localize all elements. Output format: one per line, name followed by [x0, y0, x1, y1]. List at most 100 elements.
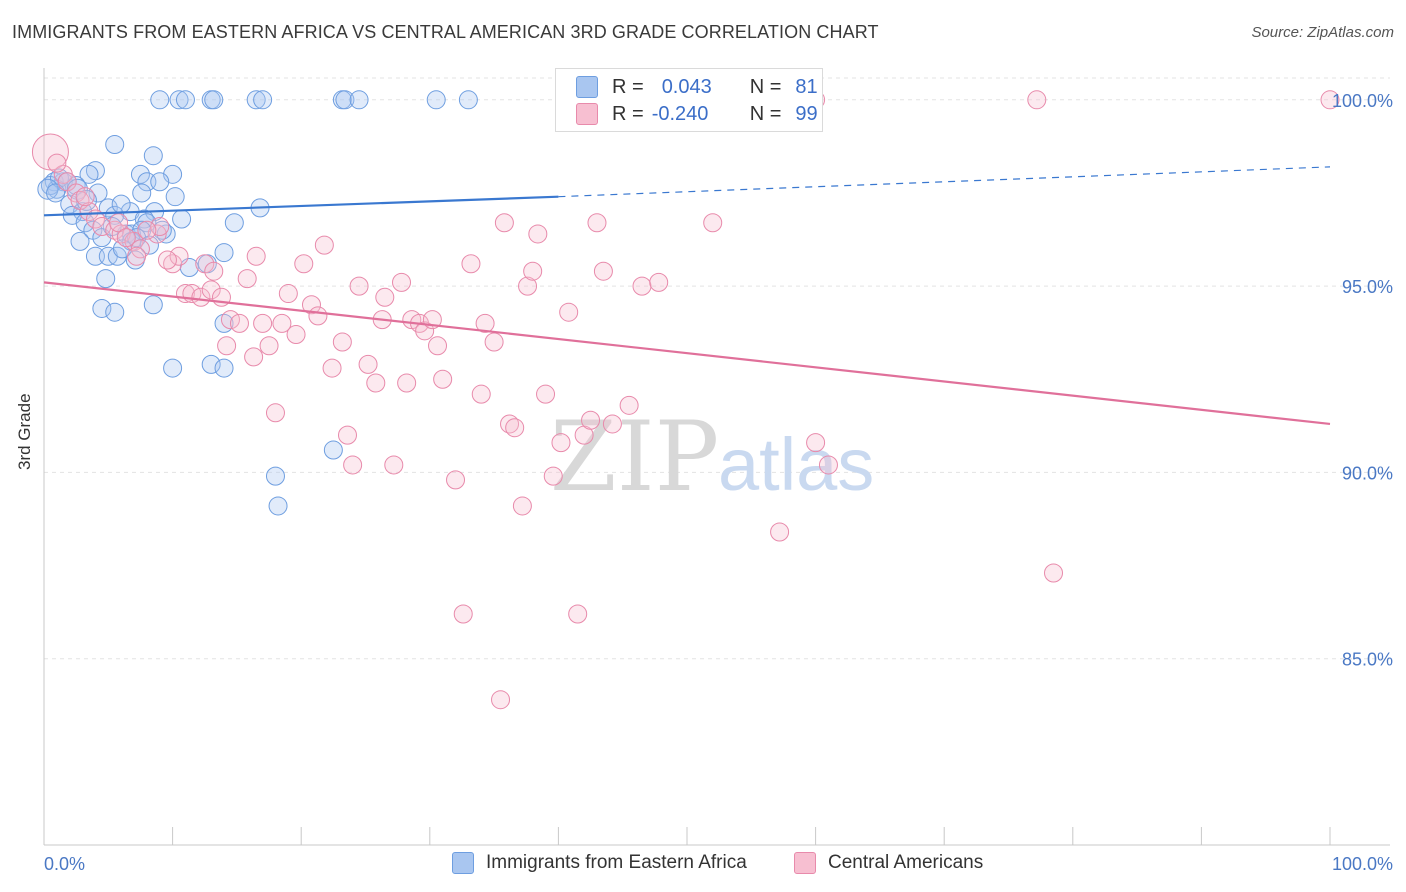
point-central-americans — [581, 410, 601, 430]
point-eastern-africa — [335, 90, 355, 110]
point-eastern-africa — [88, 183, 108, 203]
point-central-americans — [428, 336, 448, 356]
point-central-americans — [116, 228, 136, 248]
stats-legend: R = 0.043 N = 81 R = -0.240 N = 99 — [555, 68, 823, 132]
point-central-americans — [559, 302, 579, 322]
point-eastern-africa — [134, 209, 154, 229]
point-eastern-africa — [105, 302, 125, 322]
point-central-americans — [392, 272, 412, 292]
point-central-americans — [536, 384, 556, 404]
point-central-americans — [505, 418, 525, 438]
point-central-americans — [127, 246, 147, 266]
y-tick-label: 85.0% — [1342, 650, 1393, 670]
point-central-americans — [587, 213, 607, 233]
legend-r-label: R = — [612, 102, 644, 125]
point-eastern-africa — [130, 164, 150, 184]
point-central-americans — [494, 213, 514, 233]
point-central-americans — [446, 470, 466, 490]
point-central-americans — [1320, 90, 1340, 110]
watermark: ZIP atlas — [550, 401, 874, 513]
point-eastern-africa — [175, 90, 195, 110]
legend-r-value: -0.240 — [651, 102, 709, 125]
point-eastern-africa — [426, 90, 446, 110]
point-central-americans — [201, 280, 221, 300]
point-central-americans — [703, 213, 723, 233]
point-central-americans — [461, 254, 481, 274]
point-central-americans — [265, 403, 285, 423]
legend-r-label: R = — [612, 75, 644, 98]
point-central-americans — [523, 261, 543, 281]
point-eastern-africa — [79, 164, 99, 184]
point-central-americans — [593, 261, 613, 281]
bottom-legend-label: Immigrants from Eastern Africa — [486, 852, 747, 873]
point-central-americans — [286, 325, 306, 345]
point-central-americans — [602, 414, 622, 434]
watermark-atlas: atlas — [718, 423, 874, 506]
point-central-americans — [491, 690, 511, 710]
point-central-americans — [253, 313, 273, 333]
point-central-americans — [204, 261, 224, 281]
point-central-americans — [433, 369, 453, 389]
point-central-americans — [500, 414, 520, 434]
bottom-legend-label: Central Americans — [828, 852, 984, 873]
data-points — [31, 90, 1340, 710]
x-tick-label-right: 100.0% — [1332, 854, 1393, 874]
point-central-americans — [259, 336, 279, 356]
point-central-americans — [237, 269, 257, 289]
point-central-americans — [169, 246, 189, 266]
point-central-americans — [806, 433, 826, 453]
point-eastern-africa — [111, 194, 131, 214]
point-eastern-africa — [152, 220, 172, 240]
point-central-americans — [397, 373, 417, 393]
point-eastern-africa — [70, 231, 90, 251]
point-central-americans — [543, 466, 563, 486]
point-eastern-africa — [323, 440, 343, 460]
point-central-americans — [157, 250, 177, 270]
point-central-americans — [244, 347, 264, 367]
point-central-americans — [471, 384, 491, 404]
point-central-americans — [217, 336, 237, 356]
point-eastern-africa — [253, 90, 273, 110]
point-central-americans — [518, 276, 538, 296]
point-eastern-africa — [132, 183, 152, 203]
trend-line-eastern-africa — [43, 195, 559, 217]
point-central-americans — [150, 216, 170, 236]
point-central-americans — [322, 358, 342, 378]
point-eastern-africa — [201, 354, 221, 374]
legend-n-label: N = — [749, 75, 782, 98]
point-central-americans — [512, 496, 532, 516]
y-tick-label: 95.0% — [1342, 277, 1393, 297]
point-central-americans — [366, 373, 386, 393]
point-eastern-africa — [96, 269, 116, 289]
point-central-americans — [47, 153, 67, 173]
axes — [43, 68, 1390, 846]
trend-line-central-americans — [43, 281, 1331, 426]
point-central-americans — [163, 254, 183, 274]
point-eastern-africa — [150, 172, 170, 192]
point-central-americans — [415, 321, 435, 341]
point-eastern-africa — [214, 358, 234, 378]
legend-row-eastern-africa: R = 0.043 N = 81 — [576, 75, 818, 99]
chart-source: Source: ZipAtlas.com — [1251, 24, 1394, 41]
point-central-americans — [1027, 90, 1047, 110]
point-central-americans — [528, 224, 548, 244]
point-central-americans — [332, 332, 352, 352]
point-central-americans — [484, 332, 504, 352]
legend-n-value: 99 — [795, 102, 818, 125]
point-central-americans — [314, 235, 334, 255]
point-central-americans — [79, 202, 99, 222]
point-central-americans — [343, 455, 363, 475]
point-central-americans — [384, 455, 404, 475]
point-central-americans — [632, 276, 652, 296]
point-eastern-africa — [163, 358, 183, 378]
x-tick-label-left: 0.0% — [44, 854, 85, 874]
chart-title: IMMIGRANTS FROM EASTERN AFRICA VS CENTRA… — [12, 22, 879, 42]
legend-n-value: 81 — [795, 75, 818, 98]
point-eastern-africa — [143, 295, 163, 315]
point-eastern-africa — [105, 135, 125, 155]
point-eastern-africa — [224, 213, 244, 233]
point-eastern-africa — [214, 313, 234, 333]
point-central-americans — [619, 395, 639, 415]
point-central-americans — [272, 313, 292, 333]
legend-row-central-americans: R = -0.240 N = 99 — [576, 102, 818, 126]
